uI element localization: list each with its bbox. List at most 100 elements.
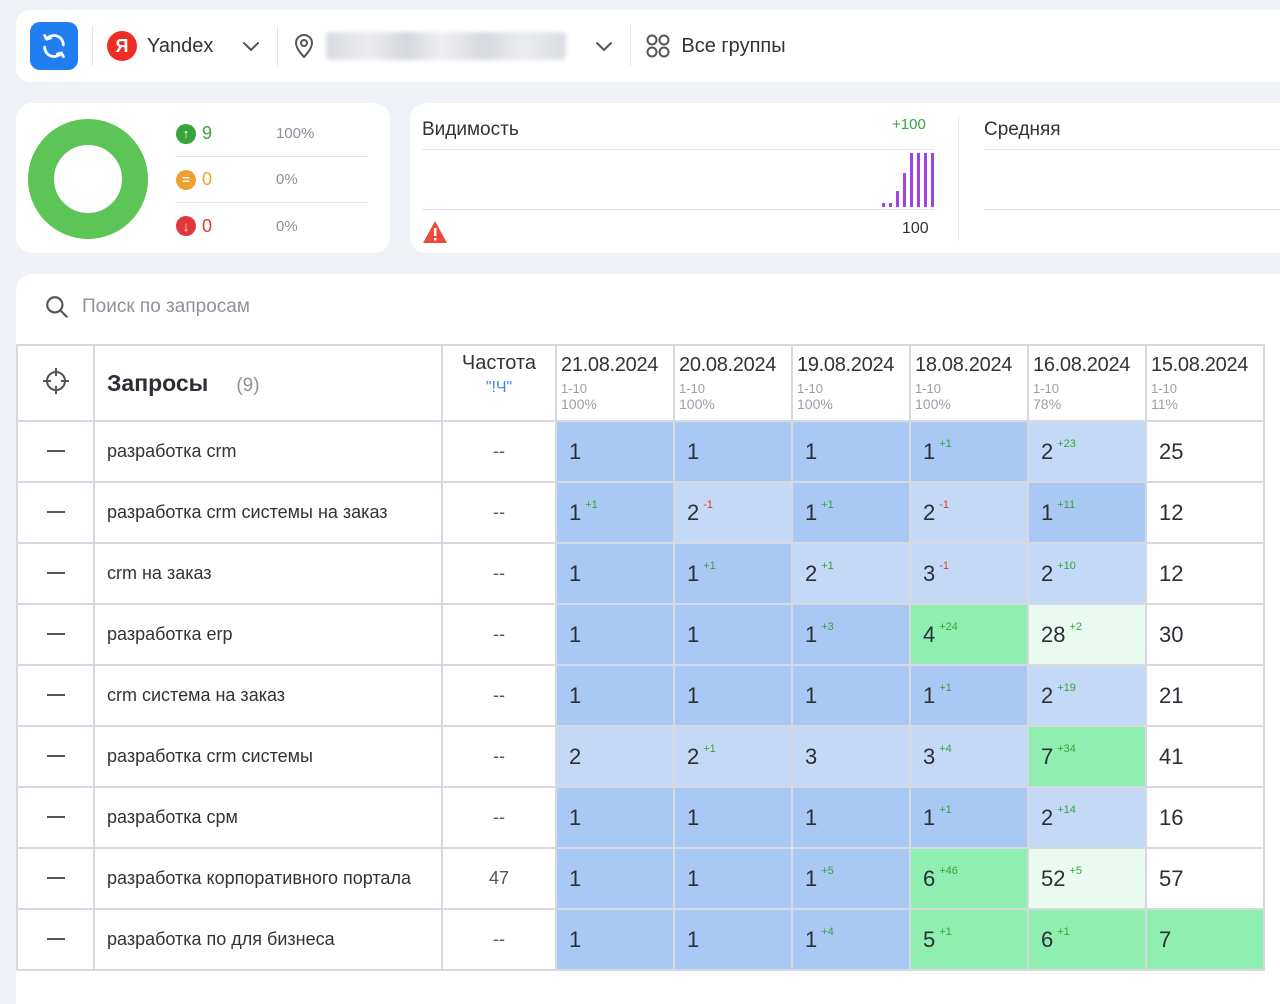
position-cell[interactable]: 1 +1: [673, 542, 793, 605]
query-cell[interactable]: crm система на заказ: [93, 664, 443, 727]
position-cell[interactable]: 1: [673, 786, 793, 849]
table-row[interactable]: crm система на заказ -- 1 1 1 1 +1 2 +19 21: [16, 664, 1265, 727]
query-cell[interactable]: разработка корпоративного портала: [93, 847, 443, 910]
query-cell[interactable]: разработка по для бизнеса: [93, 908, 443, 971]
date-column-header[interactable]: 16.08.2024 1-10 78%: [1027, 344, 1147, 422]
position-cell[interactable]: 1: [555, 908, 675, 971]
table-row[interactable]: разработка корпоративного портала 47 1 1 1 +5…: [16, 847, 1265, 910]
position-cell[interactable]: 1 +1: [909, 664, 1029, 727]
position-cell[interactable]: 30: [1145, 603, 1265, 666]
position-cell[interactable]: 16: [1145, 786, 1265, 849]
position-cell[interactable]: 1 +1: [555, 481, 675, 544]
position-cell[interactable]: 1 +1: [909, 420, 1029, 483]
table-row[interactable]: разработка по для бизнеса -- 1 1 1 +4 5 +1 6 +1 7: [16, 908, 1265, 971]
position-cell[interactable]: 4 +24: [909, 603, 1029, 666]
search-engine-select[interactable]: Я Yandex: [107, 31, 263, 61]
query-cell[interactable]: разработка crm системы: [93, 725, 443, 788]
position-cell[interactable]: 2 +10: [1027, 542, 1147, 605]
position-change: +4: [939, 743, 952, 755]
date-column-header[interactable]: 20.08.2024 1-10 100%: [673, 344, 793, 422]
position-cell[interactable]: 57: [1145, 847, 1265, 910]
position-cell[interactable]: 2 -1: [673, 481, 793, 544]
table-row[interactable]: разработка crm системы -- 2 2 +1 3 3 +4 7 +34 41: [16, 725, 1265, 788]
position-cell[interactable]: 25: [1145, 420, 1265, 483]
date-column-header[interactable]: 18.08.2024 1-10 100%: [909, 344, 1029, 422]
position-cell[interactable]: 21: [1145, 664, 1265, 727]
row-toggle[interactable]: [16, 542, 95, 605]
table-row[interactable]: разработка erp -- 1 1 1 +3 4 +24 28 +2 30: [16, 603, 1265, 666]
position-cell[interactable]: 7 +34: [1027, 725, 1147, 788]
position-cell[interactable]: 1 +1: [791, 481, 911, 544]
position-cell[interactable]: 12: [1145, 542, 1265, 605]
table-row[interactable]: разработка crm -- 1 1 1 1 +1 2 +23 25: [16, 420, 1265, 483]
frequency-type[interactable]: "!Ч": [485, 379, 513, 396]
row-toggle[interactable]: [16, 847, 95, 910]
position-cell[interactable]: 1: [791, 786, 911, 849]
position-cell[interactable]: 3 +4: [909, 725, 1029, 788]
position-cell[interactable]: 2 +1: [673, 725, 793, 788]
groups-label: Все группы: [681, 34, 786, 57]
position-cell[interactable]: 1: [673, 603, 793, 666]
position-cell[interactable]: 1 +4: [791, 908, 911, 971]
position-cell[interactable]: 41: [1145, 725, 1265, 788]
position-cell[interactable]: 1: [673, 847, 793, 910]
position-cell[interactable]: 1 +3: [791, 603, 911, 666]
query-cell[interactable]: разработка erp: [93, 603, 443, 666]
position-cell[interactable]: 3 -1: [909, 542, 1029, 605]
position-cell[interactable]: 1: [555, 603, 675, 666]
row-toggle[interactable]: [16, 664, 95, 727]
position-cell[interactable]: 1: [555, 847, 675, 910]
position-cell[interactable]: 3: [791, 725, 911, 788]
groups-select[interactable]: Все группы: [645, 33, 786, 59]
query-cell[interactable]: crm на заказ: [93, 542, 443, 605]
frequency-column-header[interactable]: Частота "!Ч": [441, 344, 557, 422]
query-cell[interactable]: разработка срм: [93, 786, 443, 849]
position-cell[interactable]: 5 +1: [909, 908, 1029, 971]
refresh-button[interactable]: [30, 22, 78, 70]
position-cell[interactable]: 1: [673, 908, 793, 971]
date-column-header[interactable]: 19.08.2024 1-10 100%: [791, 344, 911, 422]
position-cell[interactable]: 1: [673, 420, 793, 483]
position-cell[interactable]: 6 +46: [909, 847, 1029, 910]
date-column-header[interactable]: 15.08.2024 1-10 11%: [1145, 344, 1265, 422]
row-toggle[interactable]: [16, 420, 95, 483]
position-cell[interactable]: 1 +1: [909, 786, 1029, 849]
position-cell[interactable]: 6 +1: [1027, 908, 1147, 971]
table-row[interactable]: разработка срм -- 1 1 1 1 +1 2 +14 16: [16, 786, 1265, 849]
row-toggle[interactable]: [16, 786, 95, 849]
position-cell[interactable]: 28 +2: [1027, 603, 1147, 666]
position-cell[interactable]: 2 +23: [1027, 420, 1147, 483]
position-cell[interactable]: 2 +19: [1027, 664, 1147, 727]
warning-icon[interactable]: [422, 220, 448, 244]
position-cell[interactable]: 52 +5: [1027, 847, 1147, 910]
date-column-header[interactable]: 21.08.2024 1-10 100%: [555, 344, 675, 422]
position-cell[interactable]: 1: [791, 664, 911, 727]
table-row[interactable]: crm на заказ -- 1 1 +1 2 +1 3 -1 2 +10 12: [16, 542, 1265, 605]
region-select[interactable]: [292, 32, 616, 60]
query-cell[interactable]: разработка crm системы на заказ: [93, 481, 443, 544]
position-cell[interactable]: 12: [1145, 481, 1265, 544]
search-input[interactable]: [82, 296, 482, 318]
position-cell[interactable]: 2 -1: [909, 481, 1029, 544]
position-cell[interactable]: 1: [555, 542, 675, 605]
position-cell[interactable]: 2 +14: [1027, 786, 1147, 849]
position-cell[interactable]: 1: [555, 786, 675, 849]
position-cell[interactable]: 2 +1: [791, 542, 911, 605]
position-cell[interactable]: 1: [673, 664, 793, 727]
table-row[interactable]: разработка crm системы на заказ -- 1 +1 2 -1 1…: [16, 481, 1265, 544]
position-cell[interactable]: 1: [791, 420, 911, 483]
queries-column-header[interactable]: Запросы (9): [93, 344, 443, 422]
position-cell[interactable]: 1 +5: [791, 847, 911, 910]
row-toggle[interactable]: [16, 481, 95, 544]
position-value: 1: [805, 804, 818, 830]
position-cell[interactable]: 1 +11: [1027, 481, 1147, 544]
position-cell[interactable]: 1: [555, 420, 675, 483]
position-cell[interactable]: 1: [555, 664, 675, 727]
row-toggle[interactable]: [16, 603, 95, 666]
target-column-header[interactable]: [16, 344, 95, 422]
row-toggle[interactable]: [16, 725, 95, 788]
query-cell[interactable]: разработка crm: [93, 420, 443, 483]
row-toggle[interactable]: [16, 908, 95, 971]
position-cell[interactable]: 2: [555, 725, 675, 788]
position-cell[interactable]: 7: [1145, 908, 1265, 971]
